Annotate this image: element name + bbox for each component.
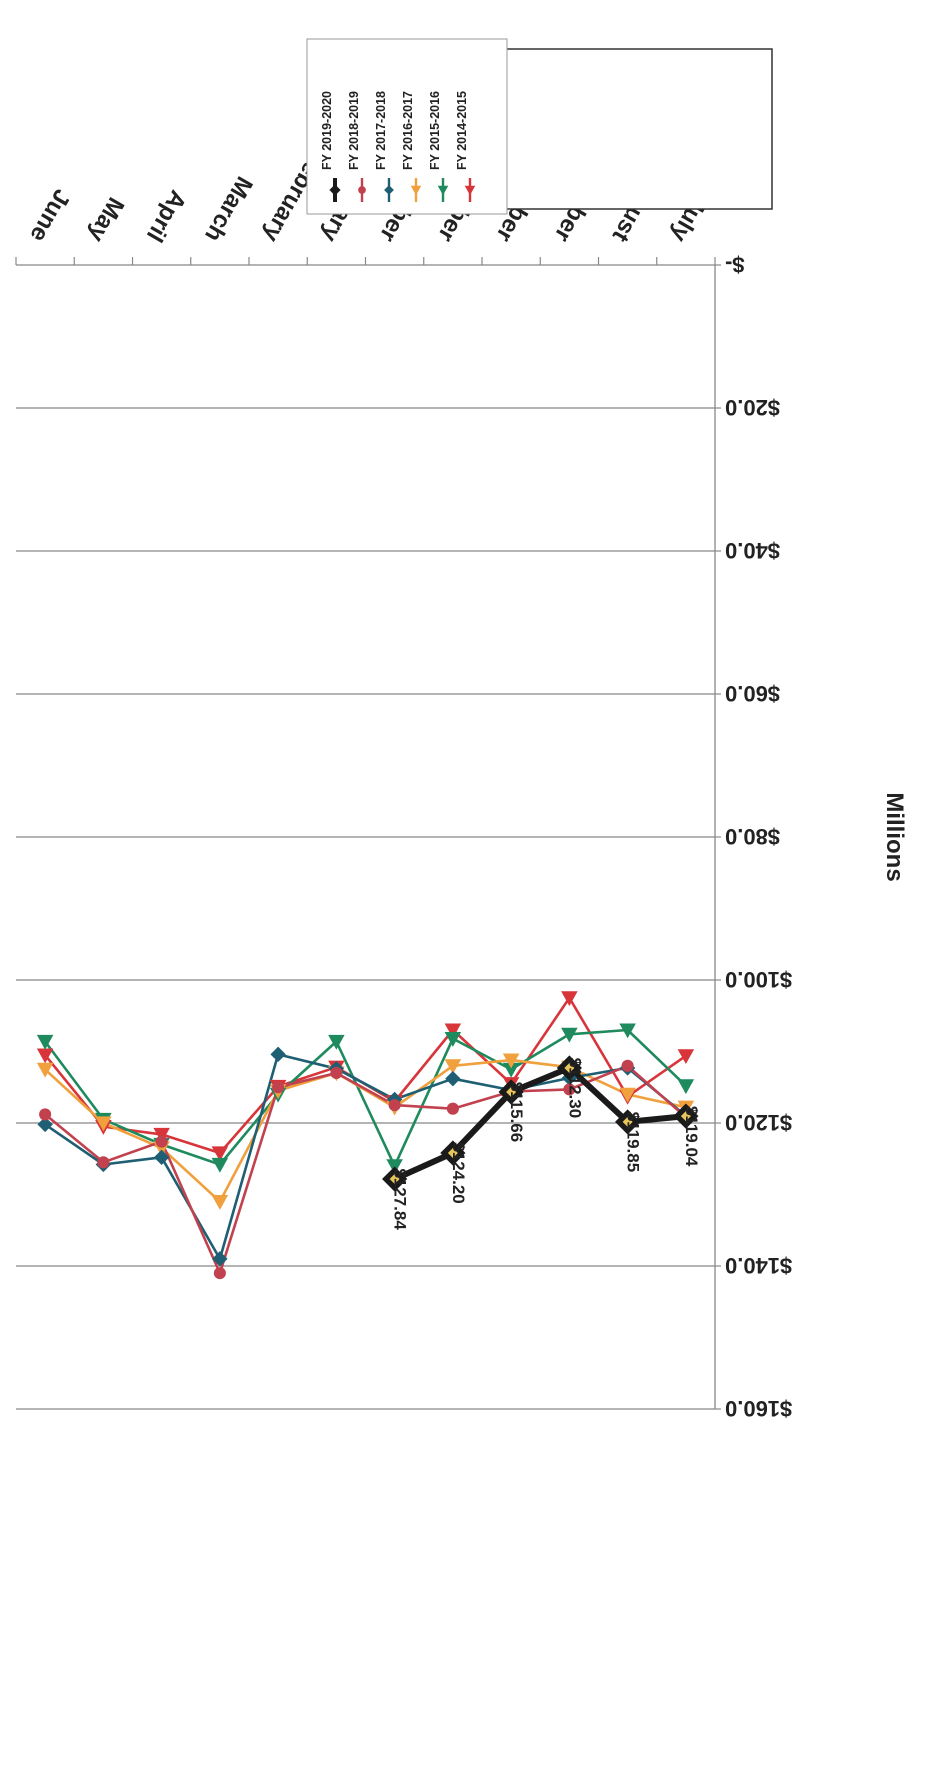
data-label-5: $127.84 [391,1168,410,1230]
series-4-point-11 [36,1034,54,1050]
legend-swatch-marker-3 [410,185,422,196]
y-tick-label-1: $20.0 [725,395,780,420]
legend-frame [306,38,508,215]
series-5-point-2 [561,991,578,1007]
series-0-point-core-4 [447,1148,458,1159]
series-3-point-1 [619,1087,636,1103]
series-1-point-9 [155,1135,168,1148]
series-3-point-3 [502,1053,520,1069]
series-4-point-6 [328,1034,345,1050]
legend-label-2: FY 2017-2018 [374,91,388,170]
data-labels: $119.04 $119.85 $112.30 $115.66 $124.20 $127.… [391,1058,701,1231]
series-1-point-5 [388,1099,401,1112]
series-5-point-9 [153,1127,170,1143]
series-0-point-core-3 [506,1086,517,1097]
series-2-point-4 [445,1070,461,1087]
series-4-point-4 [444,1032,462,1047]
y-tick-label-6: $120.0 [725,1110,792,1135]
legend-swatch-marker-5 [464,185,476,196]
series-4-point-0 [677,1079,695,1095]
legend: FY 2019-2020 FY 2018-2019 FY 2017-2018 FY 2… [306,38,508,215]
legend-swatch-marker-1 [358,186,366,194]
series-1-point-4 [446,1102,459,1115]
series-1-point-10 [97,1156,110,1169]
y-tick-label-5: $100.0 [725,967,792,992]
series-line-1 [43,1064,688,1275]
legend-label-0: FY 2019-2020 [320,91,334,170]
series-1-point-7 [272,1081,285,1094]
series-5-point-0 [677,1049,695,1065]
data-label-0: $119.04 [682,1106,701,1167]
series-5-point-8 [211,1146,229,1162]
series-1-point-8 [213,1267,226,1280]
series-2-point-8 [212,1251,228,1267]
series-1-point-11 [39,1108,52,1121]
series-1-point-2 [563,1083,576,1096]
series-2-point-7 [270,1046,286,1063]
series-1-point-1 [621,1059,634,1072]
series-0-point-core-2 [564,1062,575,1073]
legend-label-3: FY 2016-2017 [401,91,415,170]
data-label-2: $112.30 [565,1058,584,1119]
legend-swatch-marker-0 [329,184,341,196]
axes [15,257,721,1410]
y-tick-label-2: $40.0 [725,538,780,563]
series-line-4 [43,1028,688,1168]
series-4-point-8 [211,1157,229,1173]
series-3-point-10 [95,1116,112,1132]
series-3-point-4 [444,1059,462,1075]
y-axis-title: Millions [881,792,908,881]
gridlines [16,407,715,1410]
series-5-point-11 [36,1048,54,1064]
legend-label-4: FY 2015-2016 [428,91,442,170]
y-tick-label-7: $140.0 [725,1253,792,1278]
series-2-point-11 [37,1116,53,1133]
series-4-point-3 [502,1062,520,1078]
data-label-3: $115.66 [507,1082,526,1143]
series-0-point-core-5 [389,1174,400,1185]
data-label-4: $124.20 [449,1142,468,1203]
legend-label-1: FY 2018-2019 [347,91,361,170]
series-4-point-1 [619,1023,636,1039]
series-4-point-2 [561,1027,578,1043]
legend-swatch-marker-2 [384,185,394,195]
legend-swatch-marker-4 [437,185,449,196]
series-0-point-core-0 [680,1111,691,1122]
data-label-1: $119.85 [624,1112,643,1173]
legend-label-5: FY 2014-2015 [455,91,469,170]
series-1-point-6 [330,1066,343,1079]
y-tick-label-0: $- [725,252,745,277]
series-3-point-11 [36,1062,54,1078]
series-2-point-9 [153,1149,170,1166]
series-3-point-8 [211,1195,229,1210]
series-5-point-4 [444,1023,462,1039]
y-tick-label-8: $160.0 [725,1396,792,1421]
y-tick-label-3: $60.0 [725,681,780,706]
y-tick-label-4: $80.0 [725,824,780,849]
series-markers [36,991,699,1280]
series-0-point-core-1 [622,1116,633,1127]
